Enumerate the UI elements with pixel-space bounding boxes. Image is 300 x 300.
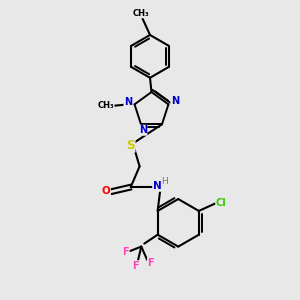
Text: N: N <box>153 181 161 191</box>
Text: N: N <box>124 97 132 107</box>
Text: N: N <box>171 96 179 106</box>
Text: H: H <box>161 177 168 186</box>
Text: F: F <box>148 258 154 268</box>
Text: F: F <box>122 247 129 256</box>
Text: S: S <box>126 139 135 152</box>
Text: CH₃: CH₃ <box>98 101 114 110</box>
Text: F: F <box>132 261 139 271</box>
Text: O: O <box>102 186 110 196</box>
Text: CH₃: CH₃ <box>133 9 149 18</box>
Text: N: N <box>139 125 147 135</box>
Text: Cl: Cl <box>216 198 226 208</box>
